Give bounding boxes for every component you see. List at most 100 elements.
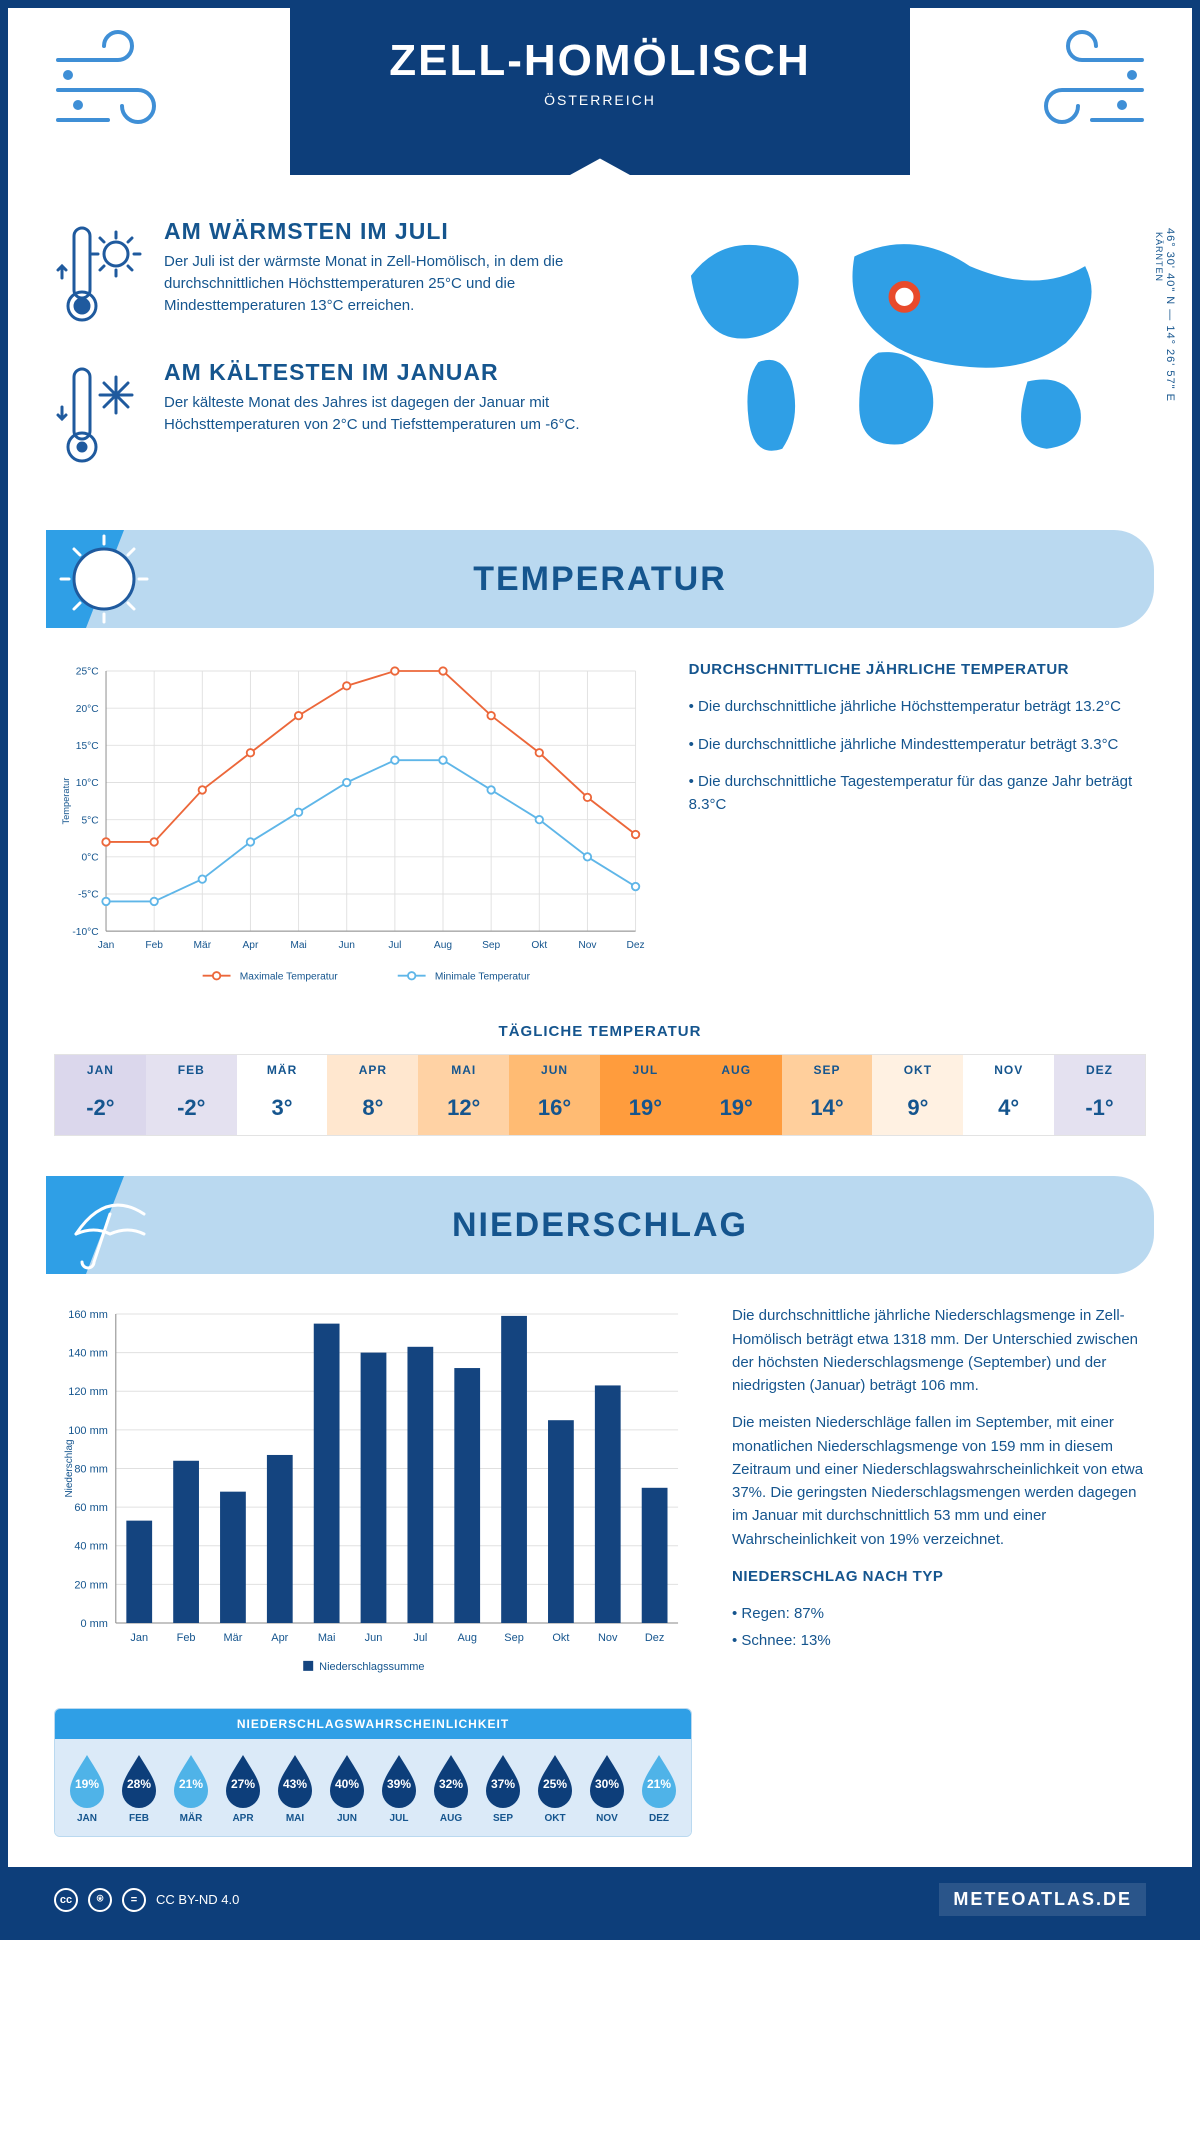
umbrella-icon xyxy=(46,1176,176,1274)
svg-text:Minimale Temperatur: Minimale Temperatur xyxy=(435,971,531,982)
svg-text:120 mm: 120 mm xyxy=(68,1387,108,1399)
daily-temp-cell: APR8° xyxy=(327,1055,418,1135)
svg-text:40 mm: 40 mm xyxy=(74,1541,107,1553)
svg-text:Niederschlagssumme: Niederschlagssumme xyxy=(319,1661,424,1673)
probability-drop: 27%APR xyxy=(217,1751,269,1824)
svg-text:80 mm: 80 mm xyxy=(74,1464,107,1476)
daily-temp-cell: NOV4° xyxy=(963,1055,1054,1135)
daily-temp-cell: MAI12° xyxy=(418,1055,509,1135)
svg-text:160 mm: 160 mm xyxy=(68,1309,108,1321)
svg-text:25°C: 25°C xyxy=(76,667,99,678)
svg-text:Aug: Aug xyxy=(434,940,452,951)
daily-temp-cell: OKT9° xyxy=(872,1055,963,1135)
title-banner: ZELL-HOMÖLISCH ÖSTERREICH xyxy=(8,8,1192,188)
world-map-icon xyxy=(640,218,1146,468)
coldest-body: Der kälteste Monat des Jahres ist dagege… xyxy=(164,392,610,436)
svg-text:0 mm: 0 mm xyxy=(80,1618,107,1630)
precipitation-bar-chart: 0 mm 20 mm 40 mm 60 mm 80 mm 100 mm 120 mm 140 … xyxy=(54,1304,692,1683)
precip-type-bullet: • Regen: 87% xyxy=(732,1602,1146,1625)
probability-drop: 28%FEB xyxy=(113,1751,165,1824)
svg-text:15°C: 15°C xyxy=(76,741,99,752)
temp-side-heading: DURCHSCHNITTLICHE JÄHRLICHE TEMPERATUR xyxy=(689,658,1146,681)
svg-text:5°C: 5°C xyxy=(81,815,98,826)
daily-temp-cell: JUL19° xyxy=(600,1055,691,1135)
daily-temp-cell: AUG19° xyxy=(691,1055,782,1135)
svg-text:-10°C: -10°C xyxy=(72,927,98,938)
wind-icon xyxy=(1012,30,1152,150)
daily-temp-title: TÄGLICHE TEMPERATUR xyxy=(54,1023,1146,1040)
svg-text:60 mm: 60 mm xyxy=(74,1503,107,1515)
precip-paragraph: Die meisten Niederschläge fallen im Sept… xyxy=(732,1411,1146,1551)
svg-text:Jun: Jun xyxy=(365,1632,383,1644)
cc-icon: cc xyxy=(54,1888,78,1912)
daily-temperature-strip: JAN-2°FEB-2°MÄR3°APR8°MAI12°JUN16°JUL19°… xyxy=(54,1054,1146,1136)
svg-text:Okt: Okt xyxy=(552,1632,569,1644)
daily-temp-cell: SEP14° xyxy=(782,1055,873,1135)
svg-text:Aug: Aug xyxy=(457,1632,477,1644)
daily-temp-cell: DEZ-1° xyxy=(1054,1055,1145,1135)
svg-text:Dez: Dez xyxy=(626,940,644,951)
probability-drop: 21%DEZ xyxy=(633,1751,685,1824)
svg-text:100 mm: 100 mm xyxy=(68,1425,108,1437)
svg-text:Mär: Mär xyxy=(224,1632,243,1644)
brand-label: METEOATLAS.DE xyxy=(939,1883,1146,1916)
precip-paragraph: Die durchschnittliche jährliche Niedersc… xyxy=(732,1304,1146,1397)
probability-drop: 40%JUN xyxy=(321,1751,373,1824)
precip-section-header: NIEDERSCHLAG xyxy=(46,1176,1154,1274)
probability-drop: 32%AUG xyxy=(425,1751,477,1824)
precip-prob-title: NIEDERSCHLAGSWAHRSCHEINLICHKEIT xyxy=(55,1709,691,1739)
probability-drop: 25%OKT xyxy=(529,1751,581,1824)
precip-title: NIEDERSCHLAG xyxy=(452,1206,748,1245)
svg-text:Maximale Temperatur: Maximale Temperatur xyxy=(240,971,339,982)
svg-text:Apr: Apr xyxy=(271,1632,288,1644)
daily-temp-cell: JUN16° xyxy=(509,1055,600,1135)
svg-text:Mai: Mai xyxy=(318,1632,336,1644)
wind-icon xyxy=(48,30,188,150)
svg-text:Okt: Okt xyxy=(531,940,547,951)
svg-text:Dez: Dez xyxy=(645,1632,664,1644)
coldest-fact: AM KÄLTESTEN IM JANUAR Der kälteste Mona… xyxy=(54,359,610,474)
precip-probability-box: NIEDERSCHLAGSWAHRSCHEINLICHKEIT 19%JAN 2… xyxy=(54,1708,692,1837)
location-title: ZELL-HOMÖLISCH xyxy=(290,8,910,86)
svg-text:Nov: Nov xyxy=(578,940,597,951)
svg-text:Mär: Mär xyxy=(194,940,212,951)
warmest-title: AM WÄRMSTEN IM JULI xyxy=(164,218,610,245)
by-icon: ⍟ xyxy=(88,1888,112,1912)
svg-text:140 mm: 140 mm xyxy=(68,1348,108,1360)
svg-text:Mai: Mai xyxy=(290,940,306,951)
probability-drop: 19%JAN xyxy=(61,1751,113,1824)
temperature-section-header: TEMPERATUR xyxy=(46,530,1154,628)
thermometer-sun-icon xyxy=(54,218,144,333)
footer-bar: cc ⍟ = CC BY-ND 4.0 METEOATLAS.DE xyxy=(8,1867,1192,1932)
precip-type-heading: NIEDERSCHLAG NACH TYP xyxy=(732,1565,1146,1588)
svg-text:10°C: 10°C xyxy=(76,778,99,789)
daily-temp-cell: MÄR3° xyxy=(237,1055,328,1135)
svg-text:0°C: 0°C xyxy=(81,853,98,864)
coordinates-label: 46° 30' 40" N — 14° 26' 57" E KÄRNTEN xyxy=(1154,228,1176,402)
country-subtitle: ÖSTERREICH xyxy=(290,92,910,108)
probability-drop: 43%MAI xyxy=(269,1751,321,1824)
svg-text:Niederschlag: Niederschlag xyxy=(64,1440,75,1498)
probability-drop: 30%NOV xyxy=(581,1751,633,1824)
temperature-title: TEMPERATUR xyxy=(473,560,727,599)
svg-text:Jul: Jul xyxy=(388,940,401,951)
temp-bullet: • Die durchschnittliche Tagestemperatur … xyxy=(689,770,1146,817)
svg-text:Temperatur: Temperatur xyxy=(61,778,71,825)
nd-icon: = xyxy=(122,1888,146,1912)
warmest-body: Der Juli ist der wärmste Monat in Zell-H… xyxy=(164,251,610,316)
daily-temp-cell: FEB-2° xyxy=(146,1055,237,1135)
probability-drop: 39%JUL xyxy=(373,1751,425,1824)
probability-drop: 37%SEP xyxy=(477,1751,529,1824)
daily-temp-cell: JAN-2° xyxy=(55,1055,146,1135)
svg-text:Nov: Nov xyxy=(598,1632,618,1644)
svg-text:Sep: Sep xyxy=(504,1632,524,1644)
temp-bullet: • Die durchschnittliche jährliche Mindes… xyxy=(689,733,1146,756)
svg-text:Apr: Apr xyxy=(243,940,259,951)
precip-type-bullet: • Schnee: 13% xyxy=(732,1629,1146,1652)
svg-text:-5°C: -5°C xyxy=(78,890,99,901)
svg-text:20 mm: 20 mm xyxy=(74,1580,107,1592)
warmest-fact: AM WÄRMSTEN IM JULI Der Juli ist der wär… xyxy=(54,218,610,333)
temp-bullet: • Die durchschnittliche jährliche Höchst… xyxy=(689,695,1146,718)
svg-text:Jan: Jan xyxy=(130,1632,148,1644)
thermometer-snow-icon xyxy=(54,359,144,474)
